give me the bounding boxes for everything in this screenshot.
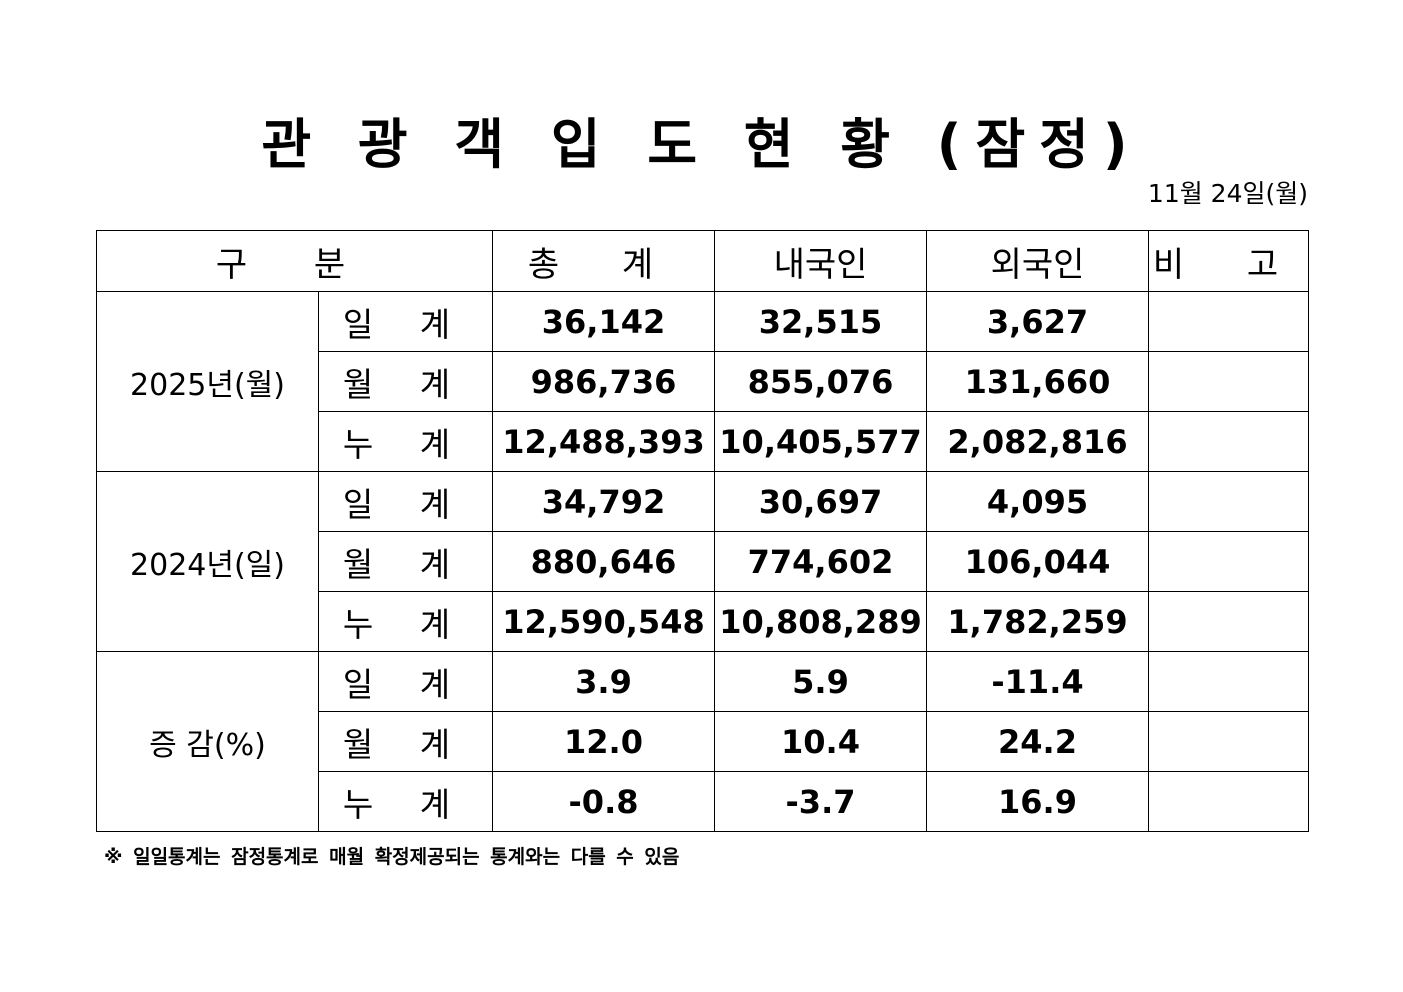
- cell-total: 12.0: [492, 711, 715, 772]
- cell-total: 12,590,548: [492, 591, 715, 652]
- cell-domestic: 10.4: [714, 711, 927, 772]
- footnote: ※ 일일통계는 잠정통계로 매월 확정제공되는 통계와는 다를 수 있음: [104, 846, 680, 868]
- header-total: 총 계: [492, 230, 715, 292]
- row-label: 월 계: [318, 711, 493, 772]
- cell-domestic: 774,602: [714, 531, 927, 592]
- row-label: 일 계: [318, 471, 493, 532]
- cell-total: 880,646: [492, 531, 715, 592]
- cell-foreign: 24.2: [926, 711, 1149, 772]
- table-row: 월 계 880,646 774,602 106,044: [97, 531, 1309, 592]
- cell-foreign: 2,082,816: [926, 411, 1149, 472]
- table-row: 2025년(월) 일 계 36,142 32,515 3,627: [96, 291, 1309, 472]
- table-row: 누 계 12,590,548 10,808,289 1,782,259: [97, 591, 1309, 652]
- cell-remarks: [1148, 771, 1309, 832]
- header-remarks: 비 고: [1148, 230, 1309, 292]
- row-label: 월 계: [318, 531, 493, 592]
- report-date: 11월 24일(월): [1147, 179, 1308, 208]
- table-row: 누 계 12,488,393 10,405,577 2,082,816: [97, 411, 1309, 472]
- cell-total: 986,736: [492, 351, 715, 412]
- cell-foreign: -11.4: [926, 651, 1149, 712]
- row-label: 일 계: [318, 651, 493, 712]
- visitor-stats-table: 구 분 총 계 내국인 외국인 비 고 2025년(월) 일 계 36,142 …: [96, 230, 1309, 832]
- cell-remarks: [1148, 531, 1309, 592]
- header-foreign: 외국인: [926, 230, 1149, 292]
- cell-domestic: 30,697: [714, 471, 927, 532]
- cell-remarks: [1148, 591, 1309, 652]
- cell-remarks: [1148, 711, 1309, 772]
- cell-foreign: 106,044: [926, 531, 1149, 592]
- cell-foreign: 16.9: [926, 771, 1149, 832]
- cell-foreign: 4,095: [926, 471, 1149, 532]
- cell-total: 36,142: [492, 291, 715, 352]
- cell-domestic: 5.9: [714, 651, 927, 712]
- cell-remarks: [1148, 291, 1309, 352]
- cell-remarks: [1148, 411, 1309, 472]
- cell-total: 34,792: [492, 471, 715, 532]
- page-title: 관 광 객 입 도 현 황 (잠정): [261, 113, 1142, 176]
- cell-total: 12,488,393: [492, 411, 715, 472]
- cell-domestic: 10,808,289: [714, 591, 927, 652]
- row-label: 일 계: [318, 291, 493, 352]
- cell-remarks: [1148, 651, 1309, 712]
- table-row: 누 계 -0.8 -3.7 16.9: [97, 771, 1309, 832]
- table-row: 증 감(%) 일 계 3.9 5.9 -11.4: [96, 651, 1309, 832]
- cell-domestic: 855,076: [714, 351, 927, 412]
- header-domestic: 내국인: [714, 230, 927, 292]
- cell-foreign: 131,660: [926, 351, 1149, 412]
- group-label-2025: 2025년(월): [96, 291, 319, 472]
- row-label: 누 계: [318, 411, 493, 472]
- cell-foreign: 3,627: [926, 291, 1149, 352]
- cell-remarks: [1148, 471, 1309, 532]
- group-label-2024: 2024년(일): [96, 471, 319, 652]
- header-category: 구 분: [96, 230, 493, 292]
- row-label: 누 계: [318, 771, 493, 832]
- cell-domestic: -3.7: [714, 771, 927, 832]
- cell-remarks: [1148, 351, 1309, 412]
- cell-foreign: 1,782,259: [926, 591, 1149, 652]
- table-row: 월 계 12.0 10.4 24.2: [97, 711, 1309, 772]
- row-label: 누 계: [318, 591, 493, 652]
- cell-domestic: 10,405,577: [714, 411, 927, 472]
- row-label: 월 계: [318, 351, 493, 412]
- cell-total: 3.9: [492, 651, 715, 712]
- cell-total: -0.8: [492, 771, 715, 832]
- group-label-change: 증 감(%): [96, 651, 319, 832]
- table-header-row: 구 분 총 계 내국인 외국인 비 고: [96, 230, 1309, 292]
- table-row: 2024년(일) 일 계 34,792 30,697 4,095: [96, 471, 1309, 652]
- cell-domestic: 32,515: [714, 291, 927, 352]
